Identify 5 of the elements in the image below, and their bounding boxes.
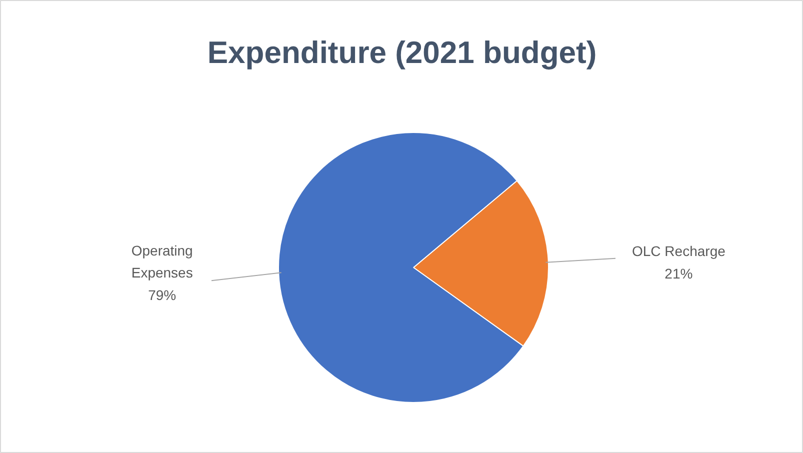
chart-title: Expenditure (2021 budget) [207,35,597,70]
data-label: 79% [148,287,176,304]
data-label: 21% [664,266,693,282]
slice-label: Operating Expenses [131,242,193,281]
slice-label: OLC Recharge [632,243,726,260]
